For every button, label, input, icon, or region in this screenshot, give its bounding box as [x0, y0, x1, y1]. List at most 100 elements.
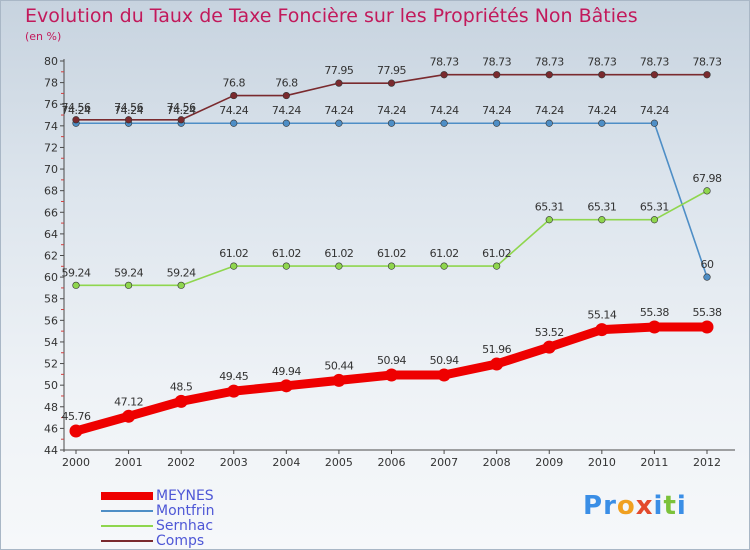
data-point-comps: [282, 91, 290, 100]
logo-letter: t: [663, 491, 677, 521]
data-label-montfrin: 74.24: [219, 104, 248, 117]
data-label-comps: 78.73: [482, 56, 511, 69]
data-label-comps: 76.8: [223, 77, 246, 90]
y-tick-label: 68: [44, 185, 58, 198]
data-label-meynes: 51.96: [482, 343, 511, 356]
data-point-sernhac: [177, 281, 185, 289]
data-label-sernhac: 61.02: [430, 247, 459, 260]
x-tick-label: 2009: [535, 456, 563, 469]
y-tick-label: 58: [44, 293, 58, 306]
logo-letter: r: [603, 491, 617, 521]
data-label-meynes: 49.94: [272, 365, 301, 378]
data-point-meynes: [700, 320, 714, 334]
x-tick-label: 2005: [325, 456, 353, 469]
data-point-comps: [124, 116, 133, 124]
y-tick-label: 78: [44, 77, 58, 90]
logo-letter: P: [583, 491, 604, 521]
data-label-comps: 74.56: [114, 101, 143, 114]
y-tick-label: 80: [44, 55, 58, 68]
data-point-meynes: [332, 373, 346, 387]
legend-swatch-sernhac: [101, 525, 153, 527]
data-label-sernhac: 59.24: [62, 266, 91, 279]
data-point-meynes: [385, 368, 398, 382]
x-tick-label: 2001: [115, 456, 143, 469]
data-point-sernhac: [598, 216, 606, 224]
legend-label-montfrin: Montfrin: [156, 503, 215, 519]
y-tick-label: 72: [44, 141, 58, 154]
data-point-sernhac: [230, 262, 238, 270]
data-label-meynes: 49.45: [219, 370, 248, 383]
data-point-montfrin: [598, 119, 606, 127]
data-label-sernhac: 61.02: [324, 247, 353, 260]
y-tick-label: 48: [44, 401, 58, 414]
data-point-montfrin: [650, 119, 659, 127]
legend: MEYNES Montfrin Sernhac Comps: [101, 488, 301, 549]
y-tick-label: 56: [44, 314, 58, 327]
data-point-sernhac: [545, 216, 553, 224]
data-label-comps: 74.56: [62, 101, 91, 114]
data-label-meynes: 55.14: [587, 309, 616, 322]
data-label-comps: 78.73: [693, 56, 722, 69]
data-point-montfrin: [703, 273, 711, 281]
x-tick-label: 2011: [640, 456, 668, 469]
legend-label-meynes: MEYNES: [156, 488, 214, 504]
logo-letter: o: [616, 491, 636, 521]
data-label-montfrin: 74.24: [640, 104, 669, 117]
data-label-comps: 78.73: [430, 56, 459, 69]
data-point-comps: [650, 71, 659, 79]
data-point-meynes: [279, 379, 293, 393]
data-point-comps: [177, 116, 185, 124]
data-point-montfrin: [440, 119, 448, 127]
data-point-sernhac: [335, 262, 343, 270]
data-point-comps: [335, 79, 343, 87]
data-label-meynes: 50.94: [377, 354, 406, 367]
data-label-montfrin: 74.24: [587, 104, 616, 117]
legend-item-comps: Comps: [101, 533, 301, 549]
x-tick-label: 2006: [378, 456, 406, 469]
data-point-montfrin: [493, 119, 501, 127]
data-point-meynes: [69, 424, 83, 438]
legend-label-sernhac: Sernhac: [156, 518, 214, 534]
x-tick-label: 2012: [693, 456, 721, 469]
y-tick-label: 66: [44, 206, 58, 219]
data-label-meynes: 50.94: [430, 354, 459, 367]
x-tick-label: 2002: [167, 456, 195, 469]
data-label-meynes: 50.44: [324, 359, 353, 372]
data-point-comps: [72, 116, 80, 124]
data-label-montfrin: 74.24: [430, 104, 459, 117]
y-tick-label: 62: [44, 250, 58, 263]
data-label-sernhac: 61.02: [219, 247, 248, 260]
data-label-montfrin: 74.24: [482, 104, 511, 117]
data-label-comps: 78.73: [587, 56, 616, 69]
data-label-comps: 77.95: [377, 64, 406, 77]
data-point-montfrin: [545, 119, 553, 127]
data-point-sernhac: [72, 281, 80, 289]
legend-label-comps: Comps: [156, 533, 205, 549]
x-tick-label: 2007: [430, 456, 458, 469]
data-label-sernhac: 61.02: [272, 247, 301, 260]
data-point-comps: [598, 71, 606, 79]
legend-item-sernhac: Sernhac: [101, 518, 301, 534]
data-label-sernhac: 65.31: [535, 201, 564, 214]
logo-letter: i: [653, 491, 664, 521]
logo-letter: i: [676, 491, 687, 521]
data-label-montfrin: 74.24: [272, 104, 301, 117]
data-point-sernhac: [282, 262, 290, 270]
data-point-comps: [493, 71, 501, 79]
data-point-meynes: [542, 340, 556, 354]
data-label-sernhac: 67.98: [693, 172, 722, 185]
data-point-meynes: [227, 384, 241, 398]
data-label-montfrin: 74.24: [377, 104, 406, 117]
x-tick-label: 2010: [588, 456, 616, 469]
data-point-sernhac: [440, 262, 448, 270]
data-point-montfrin: [335, 119, 343, 127]
data-point-sernhac: [493, 262, 501, 270]
data-label-sernhac: 61.02: [377, 247, 406, 260]
proxiti-logo: Proxiti: [583, 491, 687, 521]
y-tick-label: 70: [44, 163, 58, 176]
y-tick-label: 50: [44, 379, 58, 392]
data-label-meynes: 48.5: [170, 380, 193, 393]
data-label-montfrin: 74.24: [114, 104, 143, 117]
data-point-montfrin: [387, 119, 396, 127]
